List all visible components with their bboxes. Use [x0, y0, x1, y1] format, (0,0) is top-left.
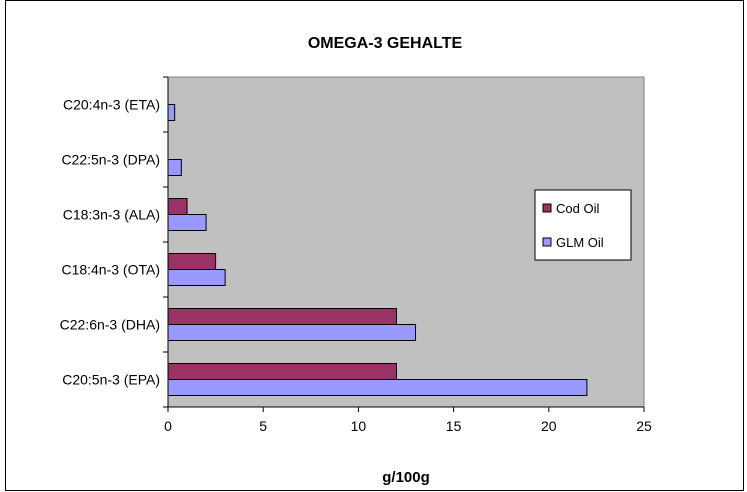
x-axis-label: g/100g	[382, 469, 430, 486]
legend-label-cod-oil: Cod Oil	[556, 201, 599, 216]
bar-cod-oil-c18-3n-3-ala	[167, 198, 188, 215]
bar-glm-oil-c18-3n-3-ala	[167, 214, 207, 231]
bar-glm-oil-c22-5n-3-dpa	[167, 159, 182, 176]
x-tick-label-15: 15	[446, 418, 462, 434]
category-axis: C20:4n-3 (ETA) C22:5n-3 (DPA) C18:3n-3 (AL…	[60, 76, 169, 408]
x-tick-label-0: 0	[164, 418, 172, 434]
category-label-c22-6n-3-dha: C22:6n-3 (DHA)	[60, 317, 160, 333]
category-label-c22-5n-3-dpa: C22:5n-3 (DPA)	[61, 152, 160, 168]
bar-cod-oil-c20-5n-3-epa	[167, 363, 397, 380]
omega3-bar-chart: OMEGA-3 GEHALTE C20:4n-3 (ETA) C22:5n-3 (…	[60, 35, 652, 486]
category-label-c18-3n-3-ala: C18:3n-3 (ALA)	[63, 207, 160, 223]
legend-label-glm-oil: GLM Oil	[556, 235, 604, 250]
chart-frame: OMEGA-3 GEHALTE C20:4n-3 (ETA) C22:5n-3 (…	[5, 0, 744, 491]
x-tick-label-25: 25	[636, 418, 652, 434]
x-tick-label-10: 10	[351, 418, 367, 434]
x-tick-label-20: 20	[541, 418, 557, 434]
category-label-c18-4n-3-ota: C18:4n-3 (OTA)	[61, 262, 160, 278]
bar-glm-oil-c18-4n-3-ota	[167, 269, 226, 286]
bar-cod-oil-c18-4n-3-ota	[167, 253, 217, 270]
bar-cod-oil-c22-6n-3-dha	[167, 308, 397, 325]
chart-title: OMEGA-3 GEHALTE	[308, 35, 463, 52]
category-label-c20-5n-3-epa: C20:5n-3 (EPA)	[62, 372, 160, 388]
bar-glm-oil-c20-4n-3-eta	[167, 104, 176, 121]
bar-glm-oil-c20-5n-3-epa	[167, 379, 588, 396]
category-label-c20-4n-3-eta: C20:4n-3 (ETA)	[63, 97, 160, 113]
x-tick-label-5: 5	[259, 418, 267, 434]
legend-swatch-glm-oil	[542, 237, 552, 247]
legend: Cod Oil GLM Oil	[534, 189, 632, 261]
value-axis: 0 5 10 15 20 25	[164, 406, 652, 434]
legend-swatch-cod-oil	[542, 203, 552, 213]
legend-box	[534, 189, 632, 261]
bar-glm-oil-c22-6n-3-dha	[167, 324, 417, 341]
